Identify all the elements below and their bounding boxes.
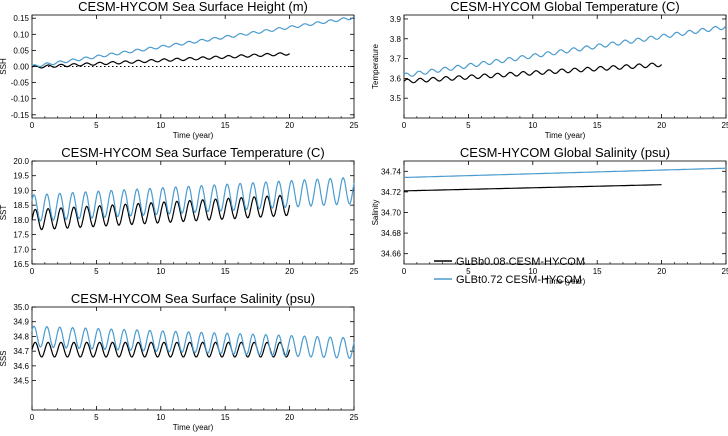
global-salinity-title: CESM-HYCOM Global Salinity (psu)	[460, 145, 670, 160]
global-temperature-xtick-label: 0	[402, 121, 407, 130]
sst-ytick-label: 18.5	[13, 201, 29, 210]
global-salinity-ylabel: Salinity	[371, 200, 380, 226]
sst-xtick-label: 25	[350, 267, 359, 276]
sss-ytick-label: 34.5	[13, 377, 29, 386]
ssh-ytick-label: 0.00	[13, 63, 29, 72]
sss-ytick-label: 35.0	[13, 303, 29, 312]
sss-xtick-label: 25	[350, 413, 359, 422]
ssh-xtick-label: 25	[350, 121, 359, 130]
ssh-ytick-label: -0.15	[11, 111, 30, 120]
sst-series-line-0	[31, 194, 291, 231]
sst-series-line-1	[31, 177, 355, 222]
sss-ytick-label: 34.9	[13, 318, 29, 327]
ssh-xtick-label: 0	[30, 121, 35, 130]
sss-ytick-label: 34.7	[13, 347, 29, 356]
ssh-series-line-0	[31, 52, 290, 69]
sss-series-line-0	[31, 341, 291, 358]
sst-ytick-label: 19.0	[13, 186, 29, 195]
global-temperature-xlabel: Time (year)	[545, 131, 586, 140]
global-salinity-xtick-label: 20	[657, 267, 666, 276]
sst-xtick-label: 10	[156, 267, 165, 276]
legend-entry-label: GLBt0.72 CESM-HYCOM	[456, 274, 582, 286]
sss-plot-frame	[31, 306, 355, 411]
ssh-ytick-label: 0.10	[13, 30, 29, 39]
global-salinity-ytick-label: 34.72	[381, 188, 402, 197]
sss-title: CESM-HYCOM Sea Surface Salinity (psu)	[71, 291, 315, 306]
ssh-ylabel: SSH	[0, 58, 8, 75]
ssh-ytick-label: -0.05	[11, 79, 30, 88]
sst-ylabel: SST	[0, 205, 8, 221]
legend-entry-label: GLBb0.08 CESM-HYCOM	[456, 256, 585, 268]
global-salinity-xtick-label: 0	[402, 267, 407, 276]
global-temperature-xtick-label: 25	[722, 121, 728, 130]
global-temperature-ytick-label: 3.5	[390, 94, 402, 103]
sss-panel: CESM-HYCOM Sea Surface Salinity (psu) 0 5 1…	[0, 291, 359, 432]
global-salinity-panel: CESM-HYCOM Global Salinity (psu) 0 5 10 15 20…	[371, 145, 728, 286]
global-salinity-xtick-label: 25	[722, 267, 728, 276]
global-temperature-series-line-1	[403, 25, 727, 77]
sst-ytick-label: 17.0	[13, 245, 29, 254]
sss-xtick-label: 10	[156, 413, 165, 422]
sss-xlabel: Time (year)	[173, 423, 214, 432]
sss-series-line-1	[31, 325, 355, 360]
legend: GLBb0.08 CESM-HYCOM GLBt0.72 CESM-HYCOM	[434, 256, 585, 286]
global-salinity-xlabel: Time (year)	[545, 277, 586, 286]
sst-xtick-label: 5	[94, 267, 99, 276]
sss-ylabel: SSS	[0, 350, 8, 366]
global-temperature-ytick-label: 3.8	[390, 35, 402, 44]
ssh-ytick-label: 0.05	[13, 46, 29, 55]
sst-xtick-label: 20	[285, 267, 294, 276]
ssh-ytick-label: -0.10	[11, 95, 30, 104]
global-temperature-xtick-label: 5	[466, 121, 471, 130]
global-temperature-ytick-label: 3.9	[390, 15, 402, 24]
ssh-xtick-label: 20	[285, 121, 294, 130]
global-temperature-xtick-label: 10	[528, 121, 537, 130]
global-salinity-ytick-label: 34.68	[381, 229, 402, 238]
global-temperature-ytick-label: 3.7	[390, 55, 402, 64]
global-salinity-xtick-label: 15	[593, 267, 602, 276]
global-temperature-title: CESM-HYCOM Global Temperature (C)	[450, 0, 679, 14]
sst-title: CESM-HYCOM Sea Surface Temperature (C)	[61, 145, 324, 160]
ssh-ytick-label: 0.15	[13, 14, 29, 23]
ssh-xtick-label: 15	[221, 121, 230, 130]
sss-ytick-label: 34.8	[13, 332, 29, 341]
ssh-panel: CESM-HYCOM Sea Surface Height (m) 0 5 10 15 2…	[0, 0, 359, 140]
sst-ytick-label: 17.5	[13, 231, 29, 240]
sst-panel: CESM-HYCOM Sea Surface Temperature (C) 0 5…	[0, 145, 359, 276]
global-salinity-ytick-label: 34.74	[381, 167, 402, 176]
ssh-xlabel: Time (year)	[173, 131, 214, 140]
global-salinity-xtick-label: 10	[528, 267, 537, 276]
sst-xtick-label: 0	[30, 267, 35, 276]
sss-xtick-label: 5	[94, 413, 99, 422]
sss-xtick-label: 15	[221, 413, 230, 422]
global-salinity-series-line-1	[404, 167, 726, 179]
sss-xtick-label: 20	[285, 413, 294, 422]
sst-ytick-label: 20.0	[13, 157, 29, 166]
global-temperature-series-line-0	[403, 62, 663, 84]
global-temperature-xtick-label: 20	[657, 121, 666, 130]
sss-ytick-label: 34.6	[13, 362, 29, 371]
sss-xtick-label: 0	[30, 413, 35, 422]
sst-ytick-label: 18.0	[13, 216, 29, 225]
global-salinity-ytick-label: 34.66	[381, 250, 402, 259]
global-temperature-xtick-label: 15	[593, 121, 602, 130]
global-temperature-plot-frame	[403, 14, 727, 119]
sst-xtick-label: 15	[221, 267, 230, 276]
sst-ytick-label: 16.5	[13, 260, 29, 269]
global-temperature-panel: CESM-HYCOM Global Temperature (C) 0 5 10 15 2…	[371, 0, 728, 140]
ssh-xtick-label: 10	[156, 121, 165, 130]
ssh-series-line-1	[31, 16, 355, 68]
ssh-xtick-label: 5	[94, 121, 99, 130]
sst-ytick-label: 19.5	[13, 172, 29, 181]
global-temperature-ytick-label: 3.6	[390, 74, 402, 83]
sst-plot-frame	[31, 160, 355, 265]
global-temperature-ylabel: Temperature	[371, 44, 380, 89]
global-salinity-series-line-0	[404, 184, 662, 192]
ssh-title: CESM-HYCOM Sea Surface Height (m)	[78, 0, 308, 14]
global-salinity-xtick-label: 5	[466, 267, 471, 276]
global-salinity-ytick-label: 34.70	[381, 209, 402, 218]
